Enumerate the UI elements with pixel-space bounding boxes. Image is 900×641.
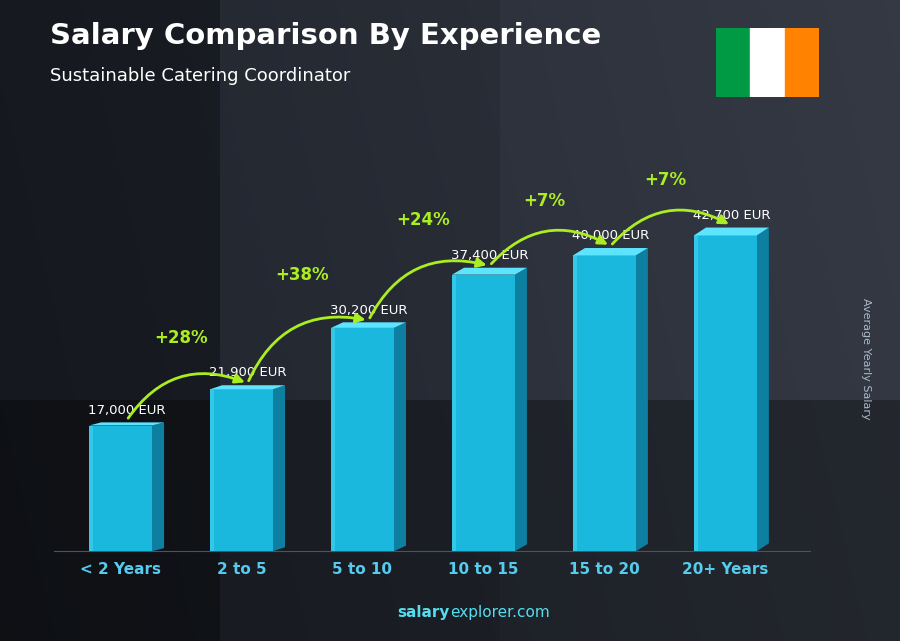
Text: +28%: +28% bbox=[154, 329, 208, 347]
FancyBboxPatch shape bbox=[694, 235, 757, 551]
Text: +38%: +38% bbox=[275, 266, 328, 284]
FancyBboxPatch shape bbox=[89, 426, 152, 551]
Polygon shape bbox=[89, 422, 164, 426]
Text: salary: salary bbox=[398, 606, 450, 620]
Polygon shape bbox=[152, 422, 164, 551]
Polygon shape bbox=[515, 268, 527, 551]
Bar bbox=[785, 28, 819, 97]
Text: 17,000 EUR: 17,000 EUR bbox=[88, 404, 166, 417]
Polygon shape bbox=[694, 228, 769, 235]
FancyBboxPatch shape bbox=[452, 274, 515, 551]
Text: Salary Comparison By Experience: Salary Comparison By Experience bbox=[50, 22, 601, 51]
Polygon shape bbox=[573, 255, 577, 551]
Polygon shape bbox=[331, 328, 335, 551]
Polygon shape bbox=[394, 322, 406, 551]
Polygon shape bbox=[694, 235, 698, 551]
Text: explorer.com: explorer.com bbox=[450, 606, 550, 620]
Polygon shape bbox=[452, 268, 527, 274]
Polygon shape bbox=[89, 426, 93, 551]
FancyBboxPatch shape bbox=[573, 255, 635, 551]
Text: 21,900 EUR: 21,900 EUR bbox=[209, 367, 286, 379]
Text: 37,400 EUR: 37,400 EUR bbox=[451, 249, 528, 262]
FancyBboxPatch shape bbox=[210, 389, 273, 551]
Polygon shape bbox=[331, 322, 406, 328]
Text: Average Yearly Salary: Average Yearly Salary bbox=[860, 298, 871, 420]
Polygon shape bbox=[573, 248, 648, 255]
Bar bbox=[750, 28, 785, 97]
Polygon shape bbox=[635, 248, 648, 551]
Text: +7%: +7% bbox=[523, 192, 565, 210]
Text: Sustainable Catering Coordinator: Sustainable Catering Coordinator bbox=[50, 67, 350, 85]
Bar bbox=[716, 28, 750, 97]
Text: +24%: +24% bbox=[396, 212, 450, 229]
Text: 40,000 EUR: 40,000 EUR bbox=[572, 229, 649, 242]
Polygon shape bbox=[210, 385, 285, 389]
Polygon shape bbox=[757, 228, 769, 551]
FancyBboxPatch shape bbox=[331, 328, 394, 551]
Polygon shape bbox=[273, 385, 285, 551]
Text: 30,200 EUR: 30,200 EUR bbox=[329, 304, 407, 317]
Polygon shape bbox=[452, 274, 455, 551]
Polygon shape bbox=[210, 389, 213, 551]
Text: +7%: +7% bbox=[644, 171, 686, 189]
Text: 42,700 EUR: 42,700 EUR bbox=[693, 209, 770, 222]
